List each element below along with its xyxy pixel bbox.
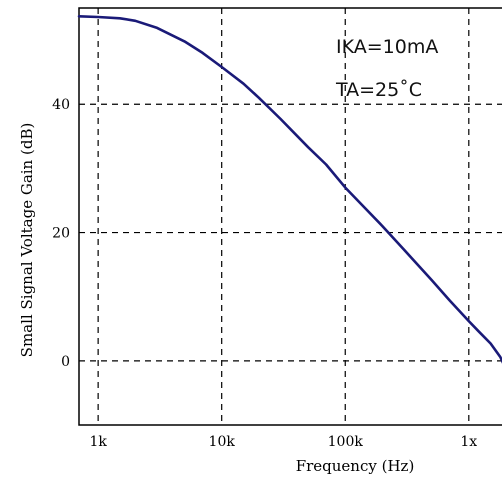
x-tick-label: 100k bbox=[328, 434, 364, 450]
plot-frame bbox=[78, 7, 502, 426]
y-axis-label: Small Signal Voltage Gain (dB) bbox=[18, 123, 36, 358]
gain-curve bbox=[77, 15, 502, 364]
annotation-current-text: IKA=10mA bbox=[336, 36, 438, 58]
x-tick-label: 1k bbox=[89, 434, 107, 450]
annotation-current: IKA=10mA bbox=[336, 36, 438, 58]
x-axis-label: Frequency (Hz) bbox=[296, 457, 415, 475]
x-tick-label: 10k bbox=[209, 434, 236, 450]
y-tick-label: 0 bbox=[61, 354, 70, 370]
tick-label-layer: 1k 10k 100k 1x 0 20 40 bbox=[52, 97, 477, 450]
grid-layer bbox=[79, 8, 502, 425]
annotation-temperature: TA=25˚C bbox=[335, 79, 422, 101]
annotation-temperature-text: TA=25˚C bbox=[335, 79, 422, 101]
y-tick-label: 40 bbox=[52, 97, 70, 113]
x-tick-label: 1x bbox=[460, 434, 477, 450]
series-layer bbox=[77, 15, 502, 364]
y-tick-label: 20 bbox=[52, 226, 70, 242]
